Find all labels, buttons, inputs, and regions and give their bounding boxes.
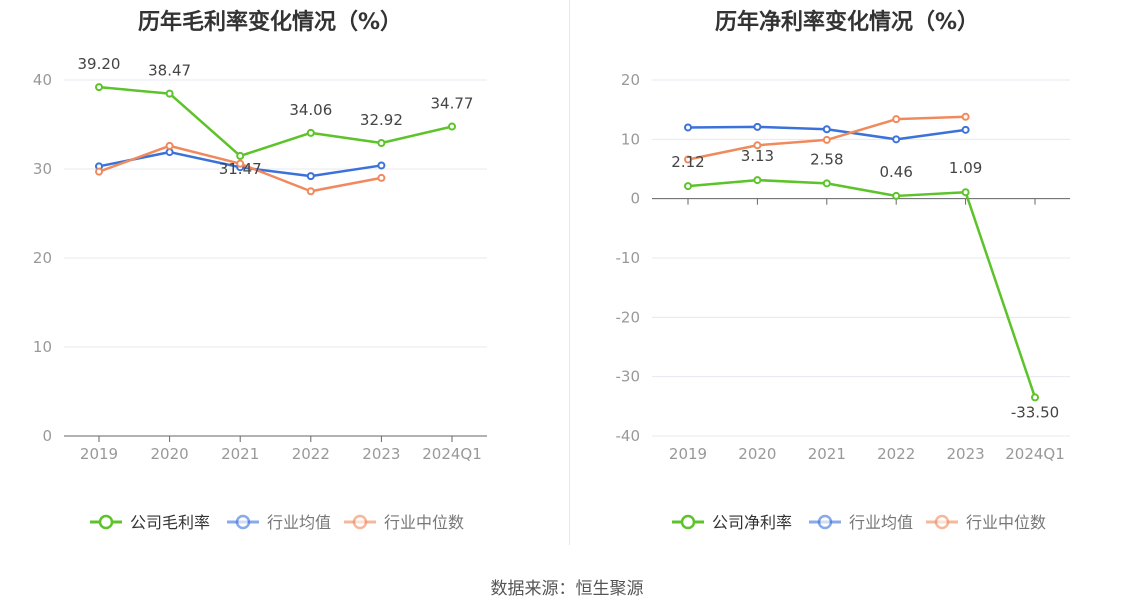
- data-point: [684, 182, 692, 191]
- x-tick-label: 2022: [292, 445, 330, 463]
- legend-marker: [98, 514, 114, 530]
- x-tick-label: 2023: [947, 445, 985, 463]
- data-label: 32.92: [360, 111, 403, 129]
- data-point: [892, 191, 901, 200]
- data-label: 34.06: [289, 101, 332, 119]
- data-point: [377, 161, 386, 170]
- data-point: [236, 151, 245, 160]
- y-tick-label: 20: [33, 249, 52, 267]
- data-point: [448, 122, 456, 131]
- y-tick-label: 10: [621, 130, 640, 148]
- chart-title-net-margin: 历年净利率变化情况（%）: [714, 10, 980, 35]
- data-point: [377, 173, 386, 182]
- legend-marker: [235, 514, 251, 530]
- data-point: [165, 89, 174, 98]
- data-label: 0.46: [879, 163, 912, 181]
- y-tick-label: -30: [616, 368, 641, 386]
- data-label: 38.47: [148, 62, 191, 80]
- y-tick-label: 0: [630, 190, 640, 208]
- y-tick-label: 40: [33, 71, 52, 89]
- y-tick-label: -40: [616, 427, 641, 445]
- y-tick-label: 30: [33, 160, 52, 178]
- data-point: [165, 148, 174, 157]
- data-point: [961, 112, 970, 121]
- y-tick-label: -20: [616, 308, 641, 326]
- data-label: 2.12: [671, 153, 704, 171]
- x-tick-label: 2022: [877, 445, 915, 463]
- y-tick-label: 10: [33, 338, 52, 356]
- data-point: [95, 83, 103, 92]
- data-source: 数据来源：恒生聚源: [490, 579, 644, 599]
- chart-divider: [569, 0, 570, 545]
- x-tick-label: 2024Q1: [422, 445, 482, 463]
- data-point: [753, 141, 762, 150]
- data-label: -33.50: [1011, 403, 1059, 421]
- data-point: [822, 179, 831, 188]
- legend-label: 行业均值: [849, 513, 913, 532]
- y-tick-label: 0: [42, 427, 52, 445]
- legend-label: 公司毛利率: [130, 513, 210, 532]
- data-point: [961, 188, 970, 197]
- chart-title-gross-margin: 历年毛利率变化情况（%）: [137, 10, 403, 35]
- data-point: [684, 155, 692, 164]
- data-label: 3.13: [741, 147, 774, 165]
- data-point: [892, 135, 901, 144]
- data-label: 34.77: [431, 95, 474, 113]
- data-point: [753, 176, 762, 185]
- data-point: [1031, 393, 1039, 402]
- legend-marker: [934, 514, 950, 530]
- data-label: 31.47: [219, 160, 262, 178]
- x-tick-label: 2020: [738, 445, 776, 463]
- data-point: [377, 139, 386, 148]
- data-point: [95, 167, 103, 176]
- legend-marker: [680, 514, 696, 530]
- data-point: [306, 128, 315, 137]
- x-tick-label: 2020: [151, 445, 189, 463]
- x-tick-label: 2024Q1: [1005, 445, 1065, 463]
- x-tick-label: 2023: [362, 445, 400, 463]
- legend-label: 行业均值: [267, 513, 331, 532]
- x-tick-label: 2021: [221, 445, 259, 463]
- data-label: 2.58: [810, 150, 843, 168]
- legend-marker: [352, 514, 368, 530]
- data-point: [753, 122, 762, 131]
- series-line-1: [98, 85, 453, 158]
- legend-label: 公司净利率: [712, 513, 792, 532]
- legend-label: 行业中位数: [966, 513, 1046, 532]
- data-point: [822, 125, 831, 134]
- data-label: 1.09: [949, 159, 982, 177]
- x-tick-label: 2019: [80, 445, 118, 463]
- data-point: [236, 159, 245, 168]
- x-tick-label: 2021: [808, 445, 846, 463]
- data-point: [684, 123, 692, 132]
- y-tick-label: 20: [621, 71, 640, 89]
- data-label: 39.20: [78, 55, 121, 73]
- data-point: [165, 141, 174, 150]
- data-point: [822, 135, 831, 144]
- legend-marker: [817, 514, 833, 530]
- data-point: [961, 125, 970, 134]
- x-tick-label: 2019: [669, 445, 707, 463]
- y-tick-label: -10: [616, 249, 641, 267]
- data-point: [306, 187, 315, 196]
- legend-label: 行业中位数: [384, 513, 464, 532]
- data-point: [306, 172, 315, 181]
- data-point: [892, 115, 901, 124]
- series-line-1: [687, 178, 1037, 398]
